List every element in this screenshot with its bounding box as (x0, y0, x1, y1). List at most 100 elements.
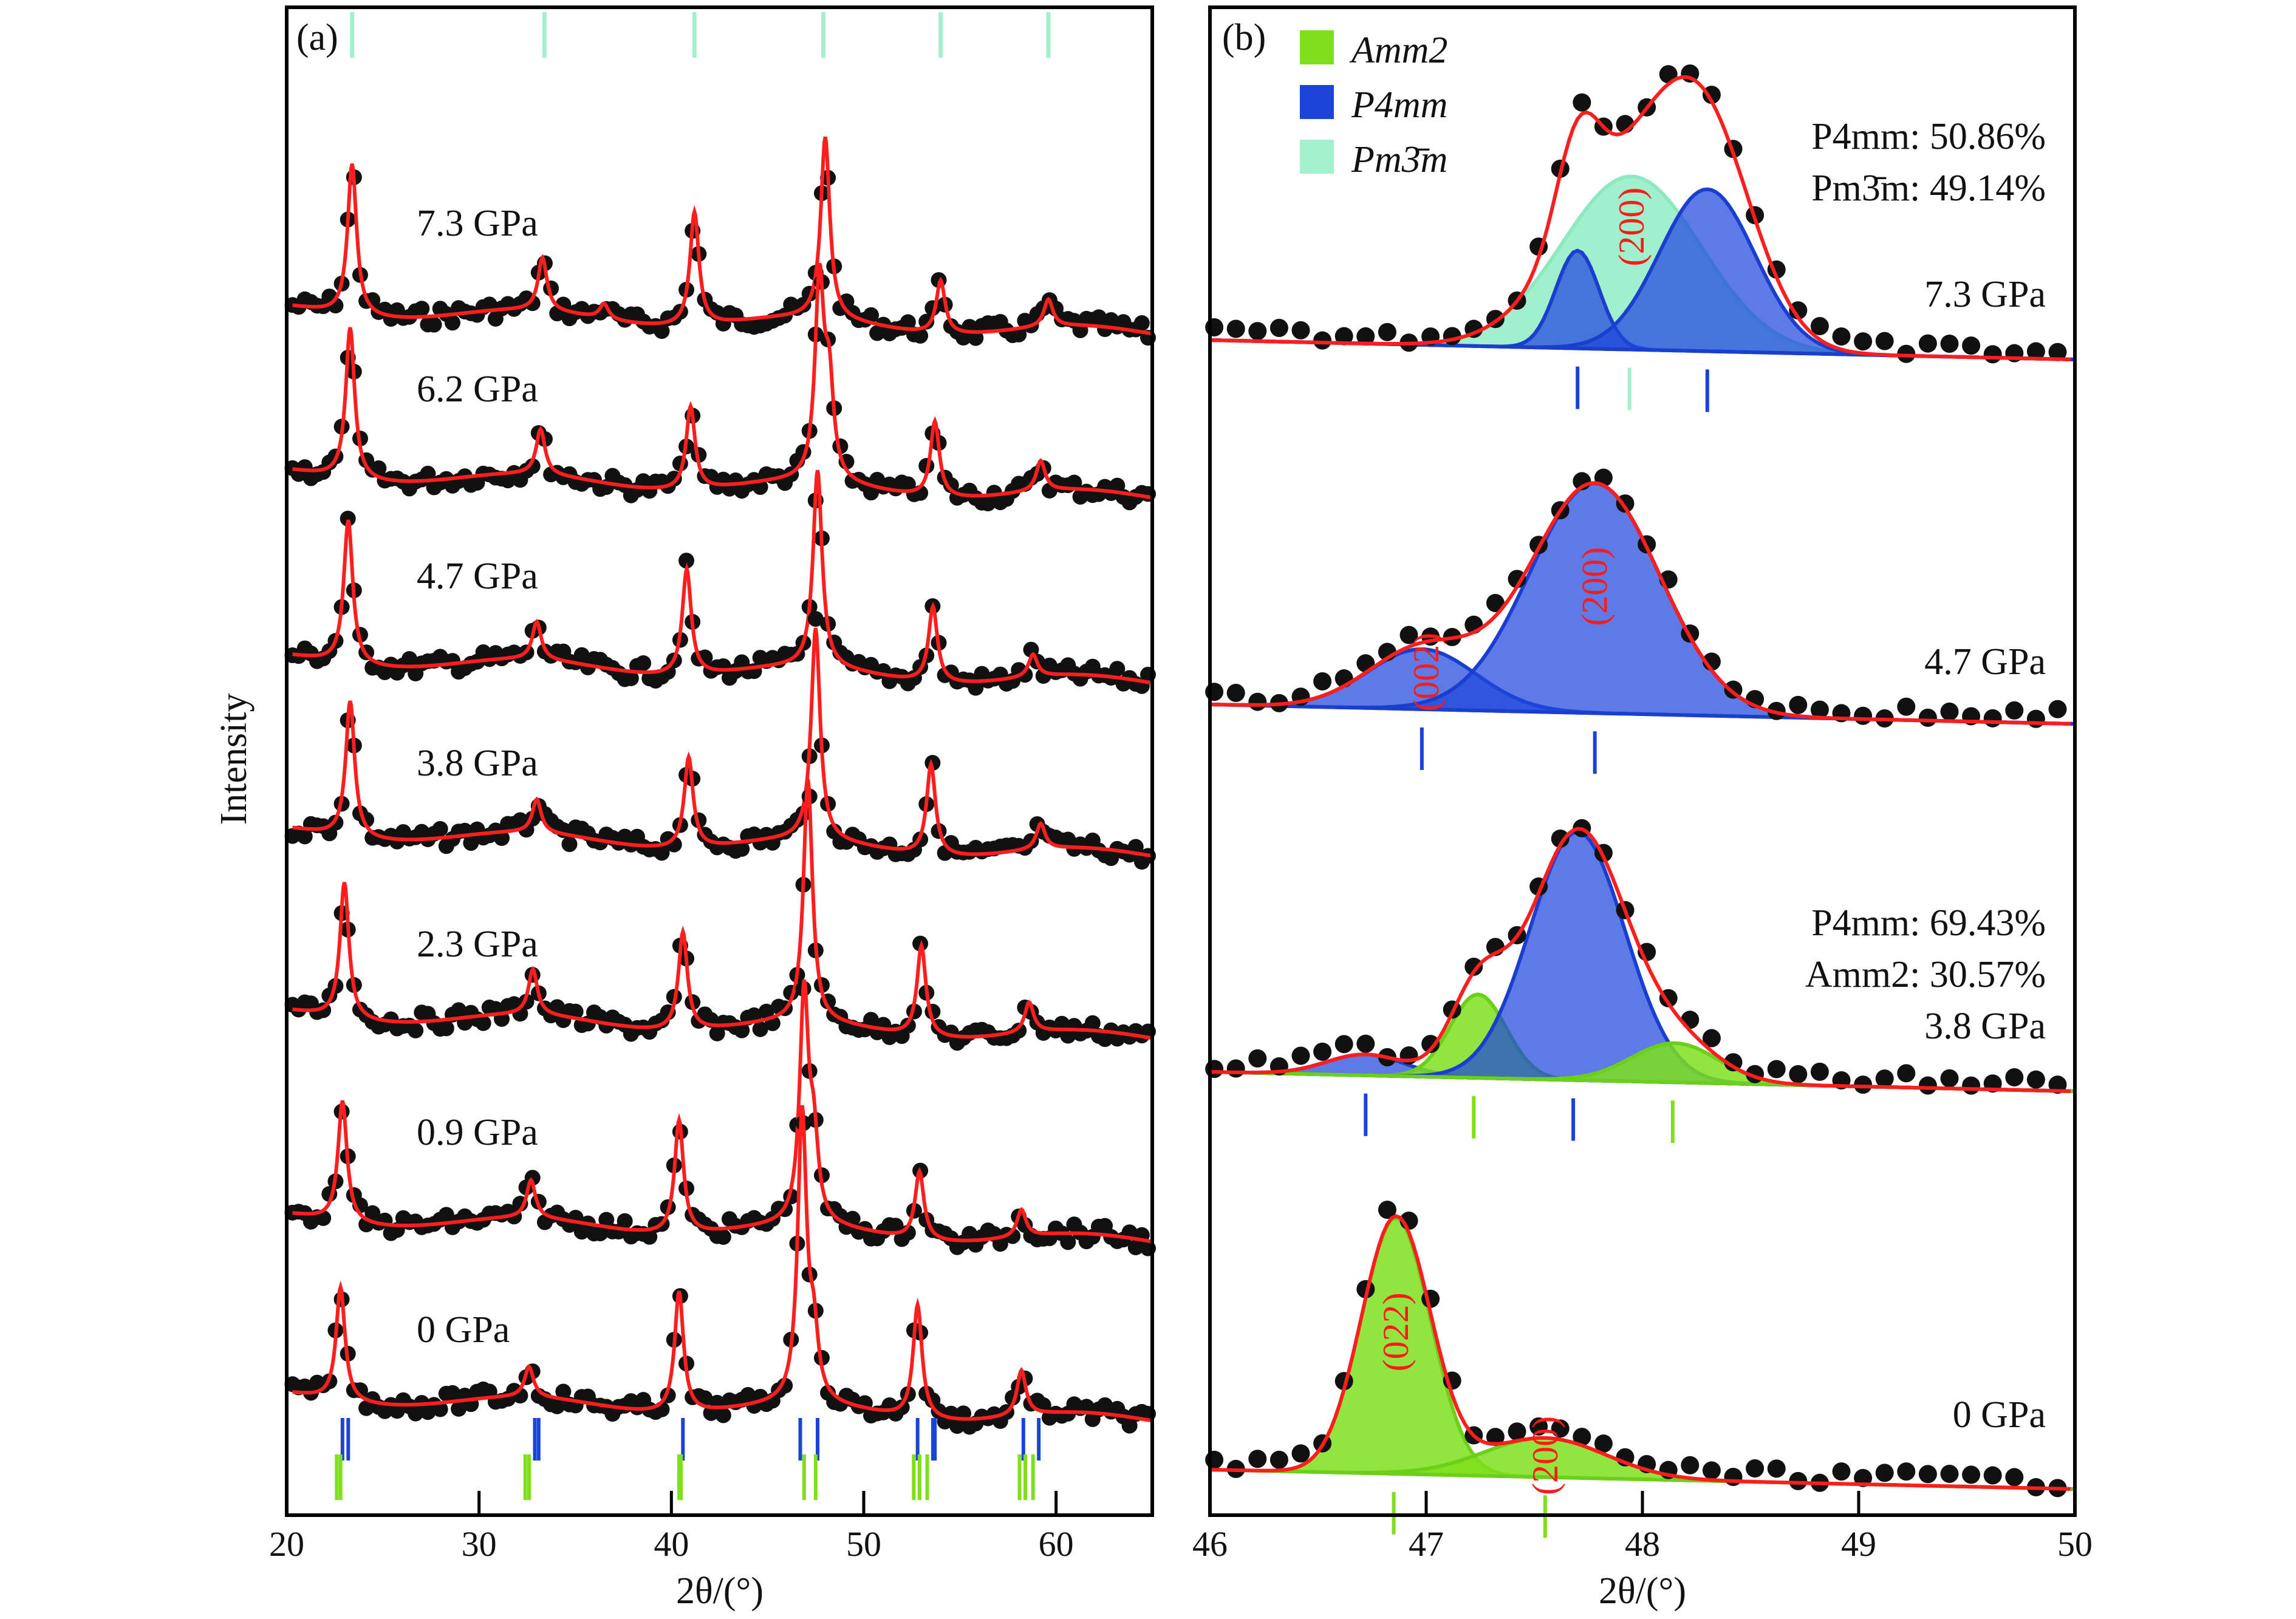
data-point (1789, 301, 1808, 320)
x-tick-label: 49 (1841, 1524, 1876, 1564)
data-point (1248, 1450, 1267, 1468)
data-point (2026, 709, 2045, 728)
panel-b: P4mm: 50.86% Pm3̄m: 49.14% 7.3 GPa (200) 4.7… (1192, 64, 2093, 1564)
phase-fraction: Amm2: 30.57% (1805, 954, 2046, 995)
data-point (1832, 1462, 1851, 1481)
data-point (1248, 692, 1267, 711)
fit-curve (1209, 481, 2071, 726)
data-point (1983, 1466, 2002, 1485)
data-point (1529, 1417, 1548, 1436)
data-point (1962, 336, 1981, 355)
data-point (1011, 1023, 1027, 1039)
data-point (1681, 1456, 1700, 1474)
data-point (1291, 1046, 1310, 1065)
data-point (432, 1401, 448, 1417)
data-point (1702, 1461, 1721, 1480)
fit-curve (292, 469, 1153, 685)
data-point (1269, 1450, 1288, 1469)
data-point (1486, 1428, 1505, 1447)
hkl-label: (022) (1376, 1292, 1416, 1371)
data-point (1983, 709, 2002, 728)
data-point (1399, 625, 1418, 644)
data-point (617, 1213, 633, 1229)
x-tick-label: 40 (654, 1524, 689, 1564)
x-tick-label: 47 (1409, 1524, 1444, 1564)
data-point (420, 465, 436, 482)
data-point (863, 1012, 880, 1028)
data-point (1918, 1465, 1937, 1484)
component-amm2 (1209, 1216, 2076, 1491)
data-point (1940, 702, 1959, 721)
data-point (1702, 86, 1721, 104)
pressure-label: 0 GPa (417, 1309, 510, 1351)
data-point (1875, 1069, 1894, 1088)
fit-curve (292, 779, 1153, 1040)
data-point (451, 1400, 467, 1417)
data-point (1940, 1069, 1959, 1088)
data-point (1226, 319, 1245, 338)
data-point (1940, 1464, 1959, 1483)
data-point (1313, 331, 1332, 350)
data-point (567, 1003, 584, 1020)
fit-curve (292, 627, 1153, 858)
data-point (1205, 1450, 1224, 1469)
x-tick-label: 50 (2057, 1524, 2093, 1564)
data-point (1508, 570, 1526, 588)
panel-a: 7.3 GPa 6.2 GPa 4.7 GPa 3.8 GPa 2.3 GPa 0.9 G… (269, 12, 1157, 1564)
data-point (1875, 332, 1894, 350)
data-point (524, 458, 541, 474)
data-point (1486, 594, 1505, 613)
hkl-label: (200) (1575, 547, 1615, 626)
data-point (623, 670, 639, 686)
data-point (1017, 667, 1033, 683)
data-point (641, 1229, 658, 1245)
data-point (1897, 697, 1916, 716)
data-point (1702, 1029, 1721, 1048)
legend-label-pm3m: Pm3̄m (1351, 139, 1447, 180)
data-point (573, 647, 590, 663)
pressure-label: 0.9 GPa (417, 1112, 538, 1153)
data-point (2005, 1468, 2024, 1487)
data-point (561, 836, 578, 853)
data-point (1983, 345, 2002, 364)
data-point (949, 1418, 965, 1434)
data-point (1226, 684, 1245, 703)
data-point (1464, 957, 1483, 976)
data-point (1291, 1444, 1310, 1463)
data-point (1291, 321, 1310, 339)
x-axis-label-b: 2θ/(°) (1599, 1570, 1686, 1612)
fit-curve (1209, 827, 2071, 1093)
data-point (1421, 1035, 1440, 1054)
data-point (408, 1022, 424, 1038)
panel-b-label: (b) (1222, 17, 1266, 58)
data-point (444, 1385, 460, 1401)
data-point (1551, 1419, 1570, 1438)
fit-curve (292, 136, 1153, 336)
x-tick-label: 50 (846, 1524, 881, 1564)
data-point (654, 323, 670, 339)
data-point (475, 1015, 491, 1031)
phase-fraction: Pm3̄m: 49.14% (1811, 168, 2046, 209)
data-point (1897, 1462, 1916, 1481)
pressure-label: 7.3 GPa (417, 203, 538, 244)
data-point (893, 1399, 910, 1416)
data-point (315, 1210, 332, 1226)
data-point (2048, 343, 2067, 361)
y-axis-label: Intensity (213, 694, 255, 825)
fit-curve (1209, 75, 2071, 361)
legend-swatch-pm3m (1300, 140, 1334, 174)
data-point (1248, 322, 1267, 341)
data-point (1962, 1465, 1981, 1484)
data-point (1313, 1042, 1332, 1061)
data-point (1573, 93, 1591, 112)
panel-b-frame (1208, 5, 2077, 1517)
data-point (968, 330, 984, 346)
data-point (887, 1218, 904, 1234)
data-point (807, 611, 824, 627)
data-point (758, 1003, 774, 1020)
data-point (592, 1225, 609, 1241)
data-point (777, 1377, 793, 1394)
data-point (371, 460, 387, 477)
fit-curve (292, 979, 1153, 1244)
